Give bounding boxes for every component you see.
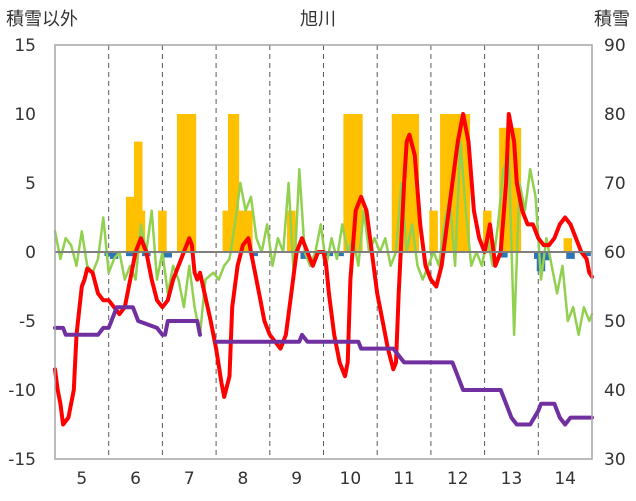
bar-0 [158, 210, 167, 252]
bar-0 [354, 114, 363, 252]
bar-1 [566, 252, 575, 259]
series-line-4-0 [53, 305, 202, 337]
bar-0 [445, 114, 454, 252]
series-line-3-0 [53, 112, 594, 427]
y-left-label: 積雪以外 [6, 9, 78, 30]
x-tick-label: 12 [447, 469, 469, 489]
x-tick-label: 7 [184, 469, 195, 489]
x-ticks: 5 6 7 8 9 10 11 12 13 14 [76, 469, 576, 489]
bar-0 [182, 114, 191, 252]
y-right-ticks: 90 80 70 60 50 40 30 [604, 36, 626, 470]
plot-frame [54, 44, 593, 460]
x-tick-label: 13 [501, 469, 523, 489]
bar-0 [176, 114, 186, 252]
x-tick-label: 6 [130, 469, 141, 489]
bar-1 [499, 252, 508, 258]
bar-0 [236, 210, 245, 252]
y-left-tick-label: 0 [25, 243, 36, 263]
bar-0 [429, 210, 438, 252]
bar-0 [402, 114, 411, 252]
bar-1 [104, 252, 113, 257]
bar-0 [456, 114, 465, 252]
y-right-tick-label: 70 [604, 174, 626, 194]
lines [53, 112, 594, 427]
bar-0 [230, 114, 240, 252]
y-left-tick-label: 15 [14, 36, 36, 56]
bar-1 [335, 252, 344, 257]
bar-0 [125, 196, 135, 252]
bar-0 [450, 114, 460, 252]
y-right-tick-label: 60 [604, 243, 626, 263]
bar-0 [391, 114, 401, 252]
bar-0 [343, 114, 352, 252]
bar-1 [249, 252, 258, 257]
y-right-tick-label: 90 [604, 36, 626, 56]
y-right-tick-label: 80 [604, 105, 626, 125]
x-tick-label: 9 [291, 469, 302, 489]
bar-0 [499, 127, 508, 252]
chart-title: 旭川 [300, 9, 336, 30]
y-right-tick-label: 50 [604, 312, 626, 332]
bar-1 [125, 252, 135, 257]
x-tick-label: 10 [340, 469, 362, 489]
x-tick-label: 8 [238, 469, 249, 489]
x-tick-label: 11 [393, 469, 415, 489]
y-left-tick-label: -10 [8, 381, 36, 401]
bar-0 [563, 238, 573, 252]
y-right-tick-label: 30 [604, 450, 626, 470]
bar-0 [440, 114, 449, 252]
x-tick-label: 14 [554, 469, 576, 489]
y-left-tick-label: -5 [19, 312, 36, 332]
bar-1 [163, 252, 173, 258]
bar-0 [461, 114, 471, 252]
y-left-tick-label: 10 [14, 105, 36, 125]
bar-0 [244, 210, 253, 252]
bar-0 [133, 141, 143, 252]
series-line-4-1 [214, 332, 594, 427]
bar-0 [348, 114, 358, 252]
bar-0 [222, 210, 232, 252]
y-right-label: 積雪 [594, 9, 630, 30]
bar-1 [582, 252, 591, 257]
bar-1 [300, 252, 309, 259]
bar-1 [109, 252, 119, 259]
x-tick-label: 5 [76, 469, 87, 489]
y-left-tick-label: 5 [25, 174, 36, 194]
bar-0 [410, 114, 420, 252]
bar-1 [542, 252, 551, 261]
y-left-tick-label: -15 [8, 450, 36, 470]
bar-0 [187, 114, 197, 252]
y-left-ticks: 15 10 5 0 -5 -10 -15 [8, 36, 36, 470]
y-right-tick-label: 40 [604, 381, 626, 401]
